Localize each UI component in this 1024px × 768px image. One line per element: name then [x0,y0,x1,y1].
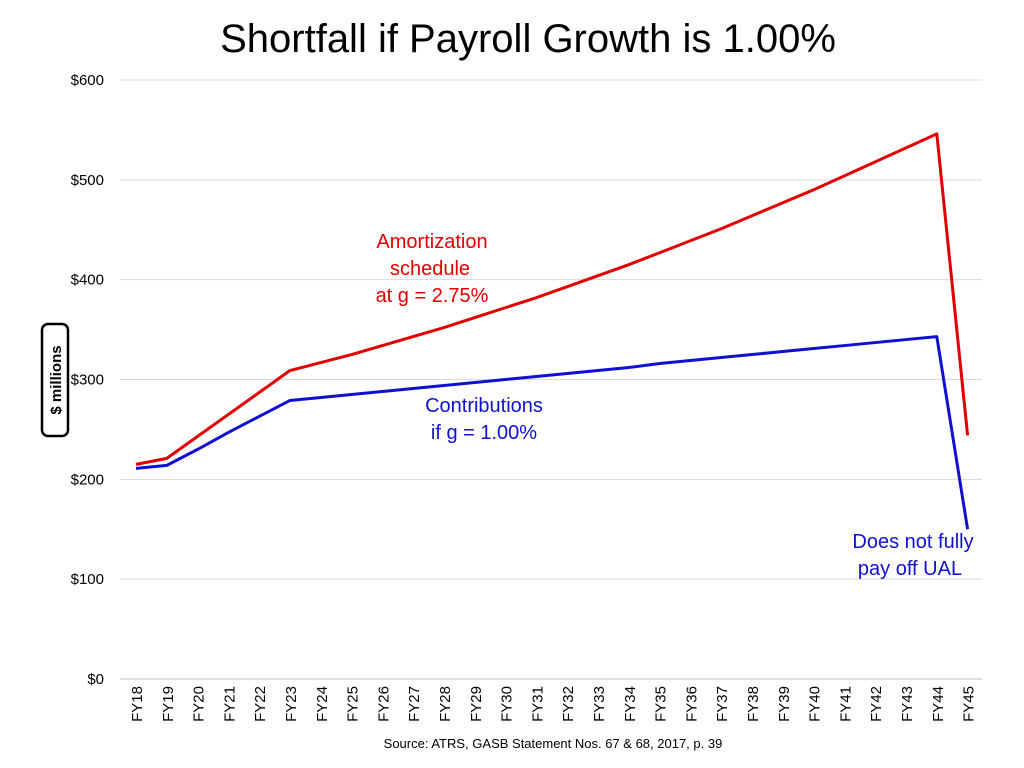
x-tick-label: FY23 [283,686,300,722]
x-tick-label: FY21 [221,686,238,722]
x-tick-label: FY18 [129,686,146,722]
x-tick-label: FY36 [683,686,700,722]
x-tick-label: FY33 [591,686,608,722]
x-tick-label: FY37 [714,686,731,722]
x-tick-label: FY34 [622,686,639,722]
source-note: Source: ATRS, GASB Statement Nos. 67 & 6… [384,736,723,751]
series-lines [135,132,970,530]
gridlines [120,79,982,680]
x-tick-label: FY25 [345,686,362,722]
x-tick-label: FY42 [868,686,885,722]
series-line-0 [135,132,970,466]
annotation-amortization: Amortization schedule at g = 2.75% [376,231,489,307]
y-axis-ticks: $0 $100 $200 $300 $400 $500 $600 [71,72,104,688]
y-tick-label: $400 [71,272,104,289]
chart-title: Shortfall if Payroll Growth is 1.00% [220,17,836,61]
annotation-amortization-line-2: schedule [390,258,470,280]
x-tick-label: FY31 [529,686,546,722]
x-tick-label: FY35 [653,686,670,722]
x-tick-label: FY22 [252,686,269,722]
x-tick-label: FY24 [314,686,331,722]
y-axis-label-frame [40,322,70,438]
x-tick-label: FY39 [776,686,793,722]
annotation-contributions-line-1: Contributions [425,395,543,417]
x-axis-ticks: FY18 FY19 FY20 FY21 FY22 FY23 FY24 FY25 FY26 FY27… [129,686,978,722]
y-tick-label: $500 [71,172,104,189]
annotation-shortfall-line-1: Does not fully [852,531,973,553]
x-tick-label: FY45 [961,686,978,722]
y-tick-label: $200 [71,471,104,488]
y-axis-label-box: $ millions [40,322,70,438]
annotation-contributions-line-2: if g = 1.00% [431,422,537,444]
x-tick-label: FY32 [560,686,577,722]
x-tick-label: FY19 [160,686,177,722]
y-tick-label: $600 [71,72,104,89]
series-line-1 [135,335,970,530]
x-tick-label: FY29 [468,686,485,722]
x-tick-label: FY27 [406,686,423,722]
y-tick-label: $300 [71,372,104,389]
y-axis-label: $ millions [48,345,65,414]
x-tick-label: FY40 [807,686,824,722]
annotation-shortfall-line-2: pay off UAL [858,558,962,580]
annotation-amortization-line-3: at g = 2.75% [376,285,489,307]
annotation-contributions: Contributions if g = 1.00% [425,395,543,444]
x-tick-label: FY38 [745,686,762,722]
y-tick-label: $100 [71,571,104,588]
x-tick-label: FY20 [191,686,208,722]
annotation-amortization-line-1: Amortization [376,231,487,253]
x-tick-label: FY30 [499,686,516,722]
y-tick-label: $0 [87,671,104,688]
x-tick-label: FY41 [837,686,854,722]
annotation-shortfall: Does not fully pay off UAL [852,531,973,580]
x-tick-label: FY43 [899,686,916,722]
x-tick-label: FY44 [930,686,947,722]
x-tick-label: FY28 [437,686,454,722]
x-tick-label: FY26 [375,686,392,722]
